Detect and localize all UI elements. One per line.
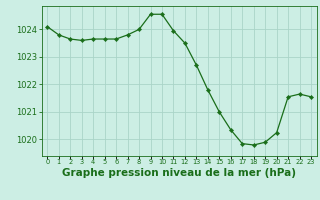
X-axis label: Graphe pression niveau de la mer (hPa): Graphe pression niveau de la mer (hPa)	[62, 168, 296, 178]
